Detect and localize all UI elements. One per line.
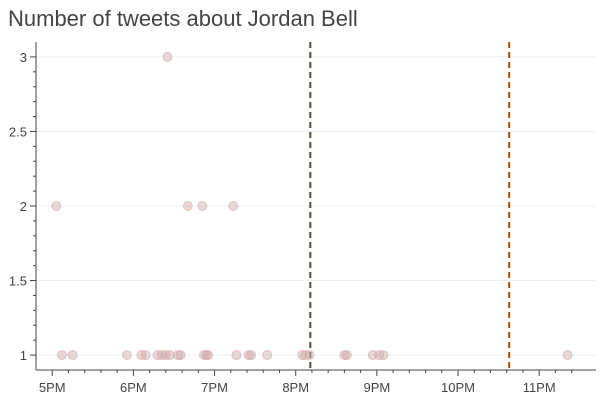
data-point [262,350,273,361]
data-point [51,201,62,211]
data-point [339,350,350,361]
y-tick-label: 1 [20,348,27,363]
data-point [243,350,254,361]
data-point [162,51,173,62]
data-points [51,51,573,361]
chart-title: Number of tweets about Jordan Bell [8,6,358,31]
data-point [175,350,186,361]
y-tick-label: 2 [20,199,27,214]
data-point [164,350,175,361]
x-tick-label: 9PM [364,380,391,395]
data-point [562,350,573,361]
y-tick-label: 1.5 [9,274,27,289]
data-point [304,350,315,361]
axes: 1 1.5 2 2.5 3 5PM 6PM 7PM 8PM 9PM 10PM 11PM [9,42,596,395]
data-point [173,350,184,361]
grid [36,56,596,356]
y-tick-label: 2.5 [9,124,27,139]
x-tick-label: 6PM [120,380,147,395]
x-tick-label: 11PM [523,380,556,395]
data-point [67,350,78,361]
x-tick-label: 10PM [441,380,475,395]
data-point [121,350,132,361]
data-point [231,350,242,361]
data-point [140,350,151,361]
y-tick-label: 3 [20,50,27,65]
data-point [182,201,193,211]
data-point [228,201,239,211]
data-point [197,201,208,211]
x-tick-label: 5PM [39,380,66,395]
data-point [56,350,67,361]
data-point [203,350,214,361]
data-point [378,350,389,361]
data-point [341,350,352,361]
data-point [297,350,308,361]
x-tick-label: 7PM [201,380,228,395]
data-point [246,350,257,361]
x-tick-label: 8PM [282,380,309,395]
reference-lines [309,42,511,370]
